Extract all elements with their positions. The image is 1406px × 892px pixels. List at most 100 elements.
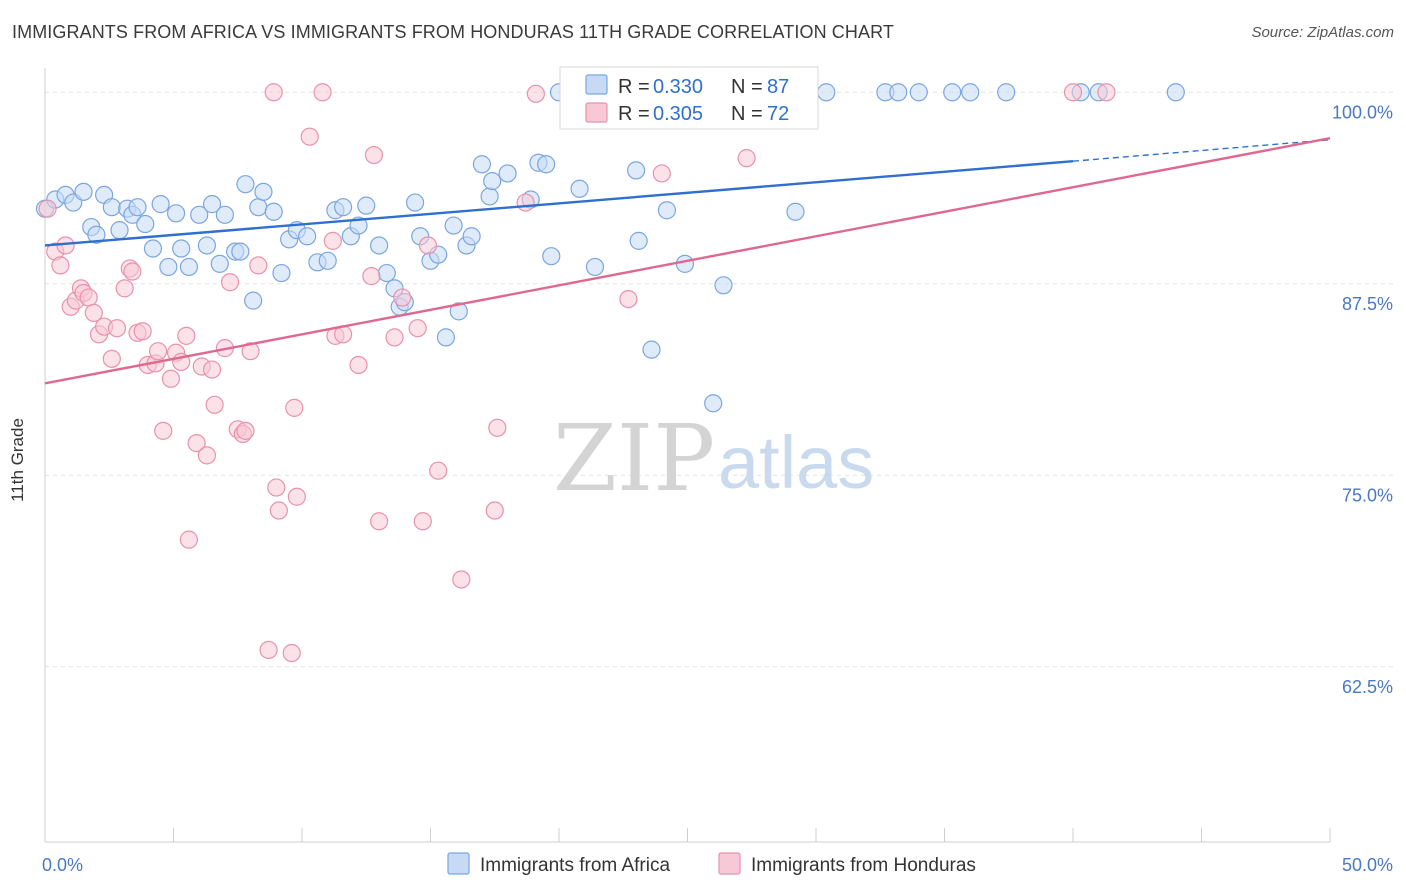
data-point-africa	[444, 216, 463, 235]
data-point-africa	[449, 302, 468, 321]
series-legend-label-africa: Immigrants from Africa	[480, 855, 670, 876]
data-point-honduras	[619, 289, 638, 309]
data-point-africa	[215, 205, 234, 224]
data-point-honduras	[115, 279, 134, 298]
data-point-honduras	[267, 478, 286, 497]
data-point-africa	[151, 195, 170, 214]
data-point-honduras	[269, 501, 288, 520]
data-point-honduras	[259, 640, 278, 660]
data-point-africa	[817, 83, 836, 102]
chart-source: Source: ZipAtlas.com	[1251, 24, 1394, 41]
data-point-africa	[377, 263, 396, 283]
data-point-honduras	[285, 398, 304, 417]
data-point-honduras	[177, 326, 196, 345]
data-point-africa	[585, 257, 605, 277]
data-point-honduras	[362, 267, 381, 286]
data-point-africa	[462, 227, 481, 246]
data-point-africa	[657, 201, 677, 220]
data-point-africa	[128, 198, 147, 217]
legend-r-label-honduras: R =	[618, 103, 650, 125]
data-point-africa	[961, 83, 980, 102]
data-point-honduras	[364, 145, 384, 165]
data-point-honduras	[737, 149, 756, 168]
data-point-africa	[537, 155, 556, 174]
data-point-africa	[483, 172, 502, 191]
trend-lines	[44, 137, 1331, 385]
series-legend-swatch-honduras	[718, 852, 741, 875]
data-point-africa	[74, 182, 93, 201]
data-point-africa	[714, 276, 733, 295]
axes: 100.0% 87.5% 75.0% 62.5% 0.0% 50.0%	[42, 68, 1393, 875]
stats-legend: R = 0.330 N = 87 R = 0.305 N = 72	[559, 66, 819, 130]
data-point-africa	[498, 164, 517, 183]
data-point-honduras	[264, 83, 283, 102]
data-point-africa	[480, 187, 499, 206]
data-point-africa	[943, 83, 962, 102]
data-point-africa	[136, 214, 155, 234]
data-point-honduras	[408, 319, 427, 338]
data-point-africa	[172, 239, 191, 258]
legend-n-label-honduras: N =	[731, 103, 763, 125]
legend-r-value-africa: 0.330	[653, 76, 703, 98]
data-point-honduras	[385, 328, 404, 347]
data-point-honduras	[488, 418, 507, 437]
data-point-africa	[334, 198, 353, 217]
data-point-africa	[704, 394, 723, 413]
legend-swatch-honduras	[585, 102, 608, 123]
watermark-atlas: atlas	[718, 421, 874, 504]
data-point-honduras	[38, 199, 57, 218]
data-point-africa	[231, 242, 250, 261]
data-point-africa	[1166, 83, 1185, 102]
chart-title: IMMIGRANTS FROM AFRICA VS IMMIGRANTS FRO…	[12, 22, 894, 42]
y-tick-label: 87.5%	[1342, 294, 1393, 314]
y-tick-label: 75.0%	[1342, 485, 1393, 505]
data-point-honduras	[202, 360, 222, 379]
data-point-africa	[472, 155, 491, 174]
legend-r-label-africa: R =	[618, 76, 650, 98]
trend-line-africa	[44, 160, 1074, 247]
data-point-africa	[272, 263, 291, 283]
data-point-honduras	[205, 395, 224, 414]
data-point-africa	[405, 193, 425, 212]
data-point-honduras	[452, 570, 471, 589]
data-point-africa	[244, 291, 263, 310]
legend-r-value-honduras: 0.305	[653, 103, 703, 125]
data-point-honduras	[418, 236, 438, 255]
data-point-honduras	[1097, 83, 1116, 102]
data-point-honduras	[349, 355, 368, 375]
data-point-africa	[629, 231, 648, 250]
data-point-africa	[179, 257, 199, 277]
data-point-honduras	[79, 288, 98, 307]
data-points	[35, 83, 1185, 663]
trend-line-honduras	[44, 137, 1331, 385]
data-point-africa	[570, 179, 589, 198]
y-tick-label: 62.5%	[1342, 677, 1393, 697]
watermark-zip: ZIP	[553, 405, 715, 512]
data-point-africa	[889, 83, 908, 102]
data-point-honduras	[220, 273, 240, 292]
series-legend: Immigrants from Africa Immigrants from H…	[447, 852, 976, 876]
data-point-honduras	[236, 421, 255, 440]
data-point-honduras	[300, 127, 319, 146]
data-point-honduras	[107, 319, 127, 338]
data-point-honduras	[51, 256, 70, 275]
data-point-africa	[197, 236, 217, 255]
data-point-honduras	[429, 461, 448, 480]
data-point-honduras	[370, 512, 389, 531]
data-point-africa	[786, 202, 805, 221]
watermark: ZIP atlas	[553, 405, 874, 512]
x-tick-label-right: 50.0%	[1342, 855, 1393, 875]
data-point-africa	[143, 239, 163, 258]
series-legend-swatch-africa	[447, 852, 470, 875]
data-point-honduras	[413, 512, 432, 531]
data-point-honduras	[123, 262, 142, 281]
data-point-honduras	[241, 342, 260, 361]
data-point-honduras	[652, 164, 671, 183]
data-point-africa	[675, 254, 695, 273]
data-point-africa	[626, 161, 646, 180]
data-point-honduras	[485, 501, 504, 520]
data-point-honduras	[187, 434, 206, 453]
data-point-africa	[159, 257, 178, 277]
legend-n-label-africa: N =	[731, 76, 763, 98]
